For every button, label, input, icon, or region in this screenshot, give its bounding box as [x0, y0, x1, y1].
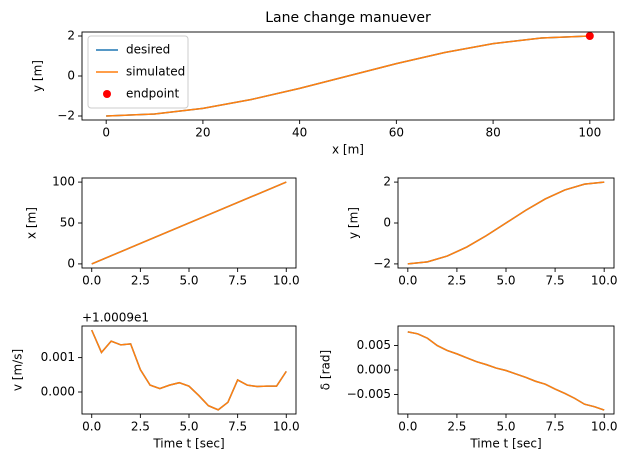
- axes-frame: [81, 31, 615, 121]
- axes-frame: [397, 177, 615, 269]
- y-tick-label: −0.005: [347, 387, 391, 401]
- x-tick-label: 10.0: [273, 420, 300, 434]
- line: [91, 329, 287, 411]
- x-tick-label: 2.5: [131, 420, 150, 434]
- axes-frame: [397, 325, 615, 415]
- axes-frame: [81, 325, 297, 415]
- marker: [585, 32, 594, 40]
- line: [91, 181, 287, 265]
- chart-title: Lane change manuever: [265, 10, 431, 26]
- x-tick-label: 5.0: [496, 274, 515, 288]
- y-tick-label: 0.001: [41, 350, 75, 364]
- y-tick-label: 2: [383, 175, 391, 189]
- y-axis-label: v [m/s]: [11, 349, 25, 391]
- x-tick-label: 0.0: [398, 274, 417, 288]
- x-tick-label: 2.5: [447, 274, 466, 288]
- x-tick-label: 7.5: [228, 274, 247, 288]
- x-tick-label: 20: [195, 126, 210, 140]
- y-tick-label: 0.005: [357, 338, 391, 352]
- x-tick-label: 0: [102, 126, 110, 140]
- x-tick-label: 0.0: [82, 420, 101, 434]
- y-axis-label: y [m]: [347, 207, 361, 239]
- legend-label: simulated: [126, 65, 185, 79]
- y-tick-label: 2: [67, 29, 75, 43]
- axes-frame: [81, 177, 297, 269]
- legend-label: desired: [126, 43, 170, 57]
- y-tick-label: 0: [383, 216, 391, 230]
- y-tick-label: 0: [67, 69, 75, 83]
- line: [407, 181, 605, 265]
- x-tick-label: 100: [578, 126, 601, 140]
- y-tick-label: 0: [67, 256, 75, 270]
- x-axis-label: Time t [sec]: [469, 437, 541, 451]
- x-tick-label: 5.0: [496, 420, 515, 434]
- y-tick-label: 100: [52, 175, 75, 189]
- x-axis-label: Time t [sec]: [152, 437, 224, 451]
- y-tick-label: 50: [60, 216, 75, 230]
- x-tick-label: 2.5: [131, 274, 150, 288]
- y-tick-label: 0.000: [41, 385, 75, 399]
- offset-text: +1.0009e1: [82, 311, 149, 325]
- x-tick-label: 7.5: [228, 420, 247, 434]
- x-tick-label: 7.5: [546, 420, 565, 434]
- x-tick-label: 5.0: [179, 420, 198, 434]
- x-tick-label: 10.0: [591, 420, 618, 434]
- legend-marker: [103, 90, 111, 98]
- x-tick-label: 5.0: [179, 274, 198, 288]
- y-tick-label: −2: [57, 109, 75, 123]
- x-tick-label: 80: [485, 126, 500, 140]
- y-axis-label: y [m]: [31, 60, 45, 92]
- y-axis-label: δ [rad]: [319, 350, 333, 390]
- x-tick-label: 0.0: [82, 274, 101, 288]
- legend-box: [87, 35, 189, 109]
- x-tick-label: 10.0: [273, 274, 300, 288]
- line: [106, 35, 590, 117]
- x-tick-label: 10.0: [591, 274, 618, 288]
- y-tick-label: 0.000: [357, 363, 391, 377]
- x-tick-label: 40: [292, 126, 307, 140]
- legend-label: endpoint: [126, 87, 180, 101]
- x-axis-label: x [m]: [332, 143, 364, 157]
- line: [91, 329, 287, 411]
- x-tick-label: 0.0: [398, 420, 417, 434]
- y-axis-label: x [m]: [25, 207, 39, 239]
- line: [407, 331, 605, 411]
- x-tick-label: 7.5: [546, 274, 565, 288]
- x-tick-label: 2.5: [447, 420, 466, 434]
- x-tick-label: 60: [389, 126, 404, 140]
- y-tick-label: −2: [373, 256, 391, 270]
